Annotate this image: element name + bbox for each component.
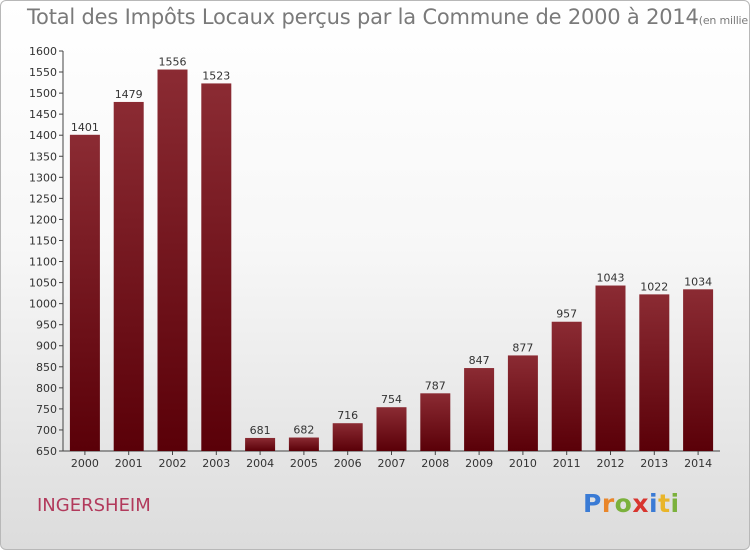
data-label-2013: 1022 <box>640 280 668 293</box>
y-tick-label: 1100 <box>29 256 57 269</box>
x-tick-label-2001: 2001 <box>115 457 143 470</box>
bar-2002 <box>157 69 188 452</box>
data-labels: 1401 1479 1556 1523 681 682 716 754 787 847 877 957… <box>71 56 712 437</box>
data-label-2001: 1479 <box>115 88 143 101</box>
x-tick-label-2006: 2006 <box>334 457 362 470</box>
y-tick-label: 650 <box>36 445 57 458</box>
bar-2004 <box>245 437 276 451</box>
bar-2014 <box>683 289 714 451</box>
y-tick-label: 1450 <box>29 108 57 121</box>
bar-2009 <box>464 368 495 451</box>
x-tick-label-2011: 2011 <box>553 457 581 470</box>
x-tick-label-2004: 2004 <box>246 457 274 470</box>
y-tick-label: 1600 <box>29 45 57 58</box>
data-label-2007: 754 <box>381 393 402 406</box>
y-tick-label: 1250 <box>29 192 57 205</box>
data-label-2009: 847 <box>469 354 490 367</box>
title-unit: (en milliers d'€) <box>698 14 749 27</box>
y-tick-label: 1000 <box>29 298 57 311</box>
y-tick-label: 1300 <box>29 171 57 184</box>
bar-2001 <box>113 101 144 452</box>
y-tick-label: 1500 <box>29 87 57 100</box>
bar-2008 <box>420 393 451 451</box>
data-label-2012: 1043 <box>597 272 625 285</box>
y-tick-label: 1350 <box>29 150 57 163</box>
y-tick-label: 700 <box>36 424 57 437</box>
y-tick-label: 1550 <box>29 66 57 79</box>
data-label-2005: 682 <box>293 424 314 437</box>
bar-2010 <box>507 355 538 451</box>
data-label-2011: 957 <box>556 308 577 321</box>
x-tick-label-2003: 2003 <box>202 457 230 470</box>
y-tick-label: 800 <box>36 382 57 395</box>
data-label-2000: 1401 <box>71 121 99 134</box>
bars <box>69 69 714 452</box>
y-tick-label: 750 <box>36 403 57 416</box>
proxiti-logo: Proxiti <box>583 489 680 518</box>
bar-2000 <box>69 134 100 451</box>
commune-name: INGERSHEIM <box>37 495 151 516</box>
bar-2006 <box>332 423 363 451</box>
y-axis: 650 700 750 800 850 900 950 1000 1050 1100 1150 120… <box>29 45 64 458</box>
x-tick-label-2010: 2010 <box>509 457 537 470</box>
data-label-2003: 1523 <box>202 69 230 82</box>
bar-2013 <box>639 294 670 451</box>
y-tick-label: 900 <box>36 340 57 353</box>
chart-title: Total des Impôts Locaux perçus par la Co… <box>27 5 749 29</box>
bar-2012 <box>595 285 626 451</box>
x-tick-label-2012: 2012 <box>597 457 625 470</box>
y-tick-label: 1200 <box>29 213 57 226</box>
x-tick-label-2002: 2002 <box>159 457 187 470</box>
x-tick-label-2008: 2008 <box>421 457 449 470</box>
y-tick-label: 850 <box>36 361 57 374</box>
x-tick-label-2009: 2009 <box>465 457 493 470</box>
data-label-2010: 877 <box>512 341 533 354</box>
y-tick-label: 1050 <box>29 277 57 290</box>
x-tick-label-2007: 2007 <box>378 457 406 470</box>
title-text: Total des Impôts Locaux perçus par la Co… <box>27 5 699 29</box>
data-label-2014: 1034 <box>684 275 712 288</box>
x-tick-label-2000: 2000 <box>71 457 99 470</box>
data-label-2002: 1556 <box>159 56 187 69</box>
y-tick-label: 1400 <box>29 129 57 142</box>
bar-2011 <box>551 321 582 451</box>
data-label-2004: 681 <box>250 424 271 437</box>
bar-2007 <box>376 407 407 451</box>
data-label-2008: 787 <box>425 379 446 392</box>
y-tick-label: 950 <box>36 319 57 332</box>
data-label-2006: 716 <box>337 409 358 422</box>
y-tick-label: 1150 <box>29 234 57 247</box>
x-tick-label-2005: 2005 <box>290 457 318 470</box>
bar-2003 <box>201 83 232 451</box>
x-axis: 2000 2001 2002 2003 2004 2005 2006 2007 2008 2009… <box>63 450 720 470</box>
x-tick-label-2014: 2014 <box>684 457 712 470</box>
bar-2005 <box>288 437 319 451</box>
x-tick-label-2013: 2013 <box>640 457 668 470</box>
